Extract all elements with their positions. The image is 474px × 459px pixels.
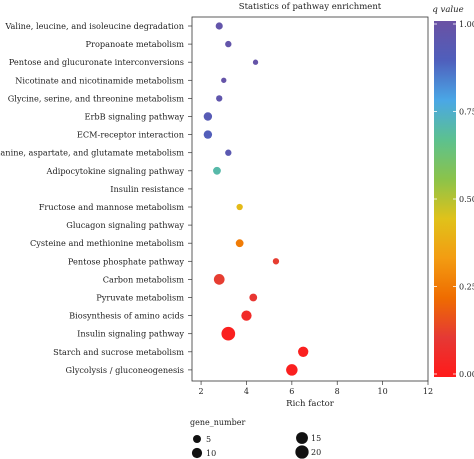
data-point bbox=[286, 364, 298, 376]
size-legend-swatch bbox=[296, 432, 308, 444]
plot-frame bbox=[191, 16, 429, 382]
x-tick-label: 10 bbox=[378, 387, 388, 396]
data-points bbox=[203, 22, 309, 376]
size-legend-label: 5 bbox=[206, 435, 211, 444]
pathway-label: Pyruvate metabolism bbox=[96, 293, 184, 303]
pathway-label: Glycine, serine, and threonine metabolis… bbox=[8, 93, 184, 103]
pathway-label: Pentose and glucuronate interconversions bbox=[9, 57, 184, 67]
pathway-label: Pentose phosphate pathway bbox=[68, 256, 184, 266]
colorbar-tick-label: 0.50 bbox=[459, 195, 474, 204]
x-tick-label: 2 bbox=[199, 387, 204, 396]
data-point bbox=[221, 77, 227, 83]
colorbar-title: q value bbox=[432, 5, 463, 15]
data-point bbox=[225, 40, 232, 48]
data-point bbox=[298, 346, 309, 357]
pathway-label: Cysteine and methionine metabolism bbox=[30, 238, 184, 248]
x-tick-label: 12 bbox=[423, 387, 433, 396]
pathway-label: Nicotinate and nicotinamide metabolism bbox=[15, 75, 184, 85]
pathway-label: Fructose and mannose metabolism bbox=[39, 202, 184, 212]
size-legend-label: 15 bbox=[311, 434, 321, 443]
data-point bbox=[235, 239, 244, 248]
pathway-label: Insulin signaling pathway bbox=[77, 329, 184, 339]
pathway-label: Biosynthesis of amino acids bbox=[69, 311, 184, 321]
data-point bbox=[221, 326, 236, 341]
data-point bbox=[249, 293, 258, 302]
y-axis-labels: Valine, leucine, and isoleucine degradat… bbox=[0, 21, 192, 375]
pathway-label: ErbB signaling pathway bbox=[84, 112, 184, 122]
data-point bbox=[213, 274, 225, 285]
data-point bbox=[215, 22, 223, 30]
data-point bbox=[213, 166, 221, 175]
pathway-label: Glycolysis / gluconeogenesis bbox=[66, 365, 184, 375]
data-point bbox=[236, 203, 243, 211]
colorbar-tick-label: 0.75 bbox=[459, 108, 474, 117]
size-legend-label: 10 bbox=[206, 449, 216, 458]
size-legend-title: gene_number bbox=[190, 418, 245, 427]
pathway-label: Insulin resistance bbox=[110, 184, 184, 194]
x-tick-label: 8 bbox=[335, 387, 340, 396]
pathway-label: Glucagon signaling pathway bbox=[66, 220, 184, 230]
x-tick-label: 6 bbox=[289, 387, 294, 396]
size-legend-label: 20 bbox=[311, 448, 321, 457]
size-legend-swatch bbox=[295, 445, 309, 459]
colorbar-tick-label: 1.00 bbox=[459, 20, 474, 29]
pathway-label: Alanine, aspartate, and glutamate metabo… bbox=[0, 148, 184, 158]
x-axis-title: Rich factor bbox=[286, 399, 335, 409]
colorbar-tick-label: 0.00 bbox=[459, 370, 474, 379]
data-point bbox=[203, 112, 213, 121]
colorbar-ticks: 1.00 0.75 0.50 0.25 0.00 bbox=[434, 20, 474, 379]
data-point bbox=[203, 130, 213, 139]
x-axis-ticks: 2 4 6 8 10 12 bbox=[199, 381, 433, 396]
data-point bbox=[225, 149, 232, 156]
data-point bbox=[216, 95, 223, 102]
colorbar bbox=[434, 21, 456, 377]
chart-title: Statistics of pathway enrichment bbox=[239, 2, 382, 12]
pathway-label: Carbon metabolism bbox=[103, 274, 184, 284]
data-point bbox=[272, 258, 280, 265]
data-point bbox=[241, 310, 252, 321]
data-point bbox=[252, 59, 259, 65]
pathway-label: ECM-receptor interaction bbox=[77, 130, 185, 140]
size-legend: 5 10 15 20 bbox=[191, 432, 321, 459]
size-legend-swatch bbox=[193, 435, 201, 443]
pathway-label: Starch and sucrose metabolism bbox=[53, 347, 184, 357]
pathway-label: Propanoate metabolism bbox=[86, 39, 185, 49]
pathway-label: Valine, leucine, and isoleucine degradat… bbox=[4, 21, 184, 31]
colorbar-tick-label: 0.25 bbox=[459, 283, 474, 292]
size-legend-swatch bbox=[191, 447, 203, 459]
pathway-label: Adipocytokine signaling pathway bbox=[46, 166, 185, 176]
x-tick-label: 4 bbox=[244, 387, 249, 396]
